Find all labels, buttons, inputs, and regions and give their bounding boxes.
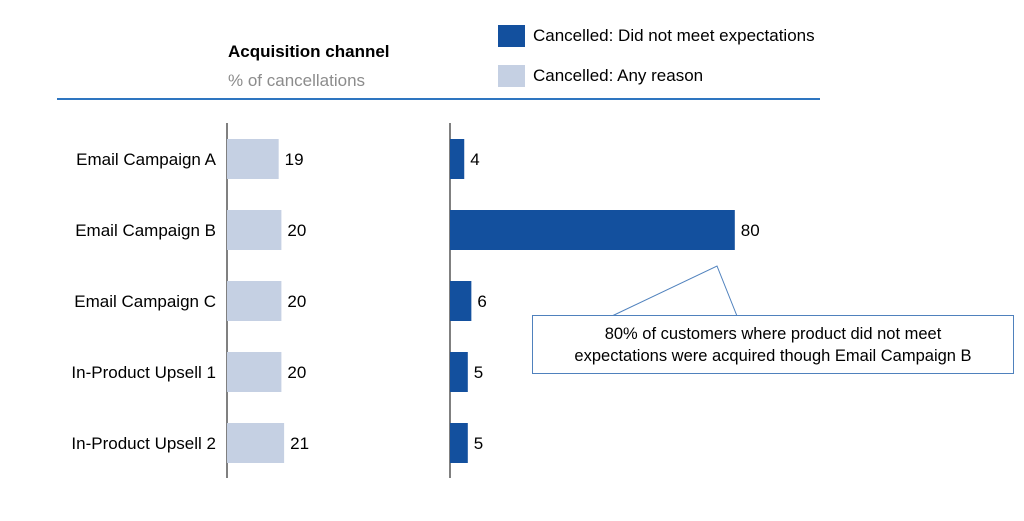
value-label-expectations-row-3: 6 (477, 292, 486, 311)
value-label-expectations-row-2: 80 (741, 221, 760, 240)
value-label-expectations-row-4: 5 (474, 363, 483, 382)
category-label-row-3: Email Campaign C (74, 292, 216, 311)
legend-swatch-expectations (498, 25, 525, 47)
value-label-any-reason-row-2: 20 (287, 221, 306, 240)
bar-expectations-row-5 (450, 423, 468, 463)
bar-any-reason-row-1 (227, 139, 279, 179)
chart-subtitle: % of cancellations (228, 71, 366, 90)
bar-any-reason-row-3 (227, 281, 282, 321)
category-label-row-1: Email Campaign A (76, 150, 217, 169)
value-label-expectations-row-1: 4 (470, 150, 479, 169)
bar-expectations-row-3 (450, 281, 472, 321)
value-label-any-reason-row-4: 20 (287, 363, 306, 382)
legend-swatch-any-reason (498, 65, 525, 87)
annotation-callout: 80% of customers where product did not m… (532, 315, 1014, 374)
category-label-row-4: In-Product Upsell 1 (71, 363, 216, 382)
value-label-expectations-row-5: 5 (474, 434, 483, 453)
chart-title: Acquisition channel (228, 42, 390, 61)
bar-any-reason-row-4 (227, 352, 282, 392)
bar-any-reason-row-2 (227, 210, 282, 250)
annotation-line-2: expectations were acquired though Email … (574, 346, 972, 365)
bar-expectations-row-1 (450, 139, 465, 179)
category-label-row-2: Email Campaign B (75, 221, 216, 240)
value-label-any-reason-row-5: 21 (290, 434, 309, 453)
legend-item-any-reason: Cancelled: Any reason (498, 64, 703, 88)
bar-expectations-row-2 (450, 210, 735, 250)
category-label-row-5: In-Product Upsell 2 (71, 434, 216, 453)
legend-label-any-reason: Cancelled: Any reason (533, 66, 704, 85)
annotation-line-1: 80% of customers where product did not m… (604, 324, 942, 343)
annotation-pointer (611, 265, 738, 317)
legend-label-expectations: Cancelled: Did not meet expectations (533, 26, 815, 45)
value-label-any-reason-row-1: 19 (285, 150, 304, 169)
legend-item-expectations: Cancelled: Did not meet expectations (498, 24, 815, 48)
value-label-any-reason-row-3: 20 (287, 292, 306, 311)
bar-expectations-row-4 (450, 352, 468, 392)
bar-any-reason-row-5 (227, 423, 285, 463)
